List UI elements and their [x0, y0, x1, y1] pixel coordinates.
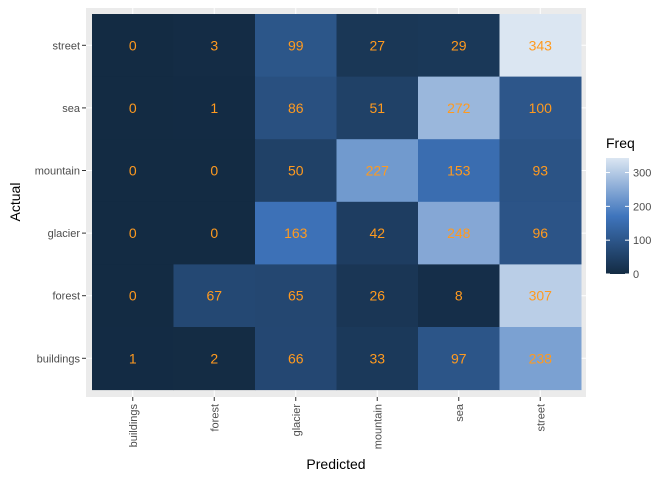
heatmap-cell-street-sea	[418, 14, 500, 78]
y-axis-title: Actual	[7, 183, 23, 222]
heatmap-cell-glacier-buildings	[92, 201, 174, 265]
heatmap-cell-glacier-sea	[418, 201, 500, 265]
cell-label-buildings-mountain: 33	[369, 350, 385, 366]
cell-label-street-buildings: 0	[129, 37, 137, 53]
cell-label-street-mountain: 27	[369, 37, 385, 53]
heatmap-cell-mountain-glacier	[255, 139, 337, 203]
cell-label-forest-sea: 8	[455, 288, 463, 304]
cell-label-sea-mountain: 51	[369, 100, 385, 116]
heatmap-cell-sea-forest	[173, 76, 256, 140]
cell-label-mountain-street: 93	[532, 163, 548, 179]
y-tick-label-glacier: glacier	[48, 228, 81, 240]
cell-label-sea-street: 100	[529, 100, 553, 116]
cell-label-mountain-glacier: 50	[288, 163, 304, 179]
cell-label-forest-forest: 67	[206, 288, 222, 304]
heatmap-cell-street-mountain	[336, 14, 419, 78]
heatmap-cell-forest-glacier	[255, 264, 337, 328]
heatmap-cell-sea-mountain	[336, 76, 419, 140]
cell-label-sea-glacier: 86	[288, 100, 304, 116]
legend-label-0: 0	[633, 269, 639, 281]
heatmap-cell-street-forest	[173, 14, 256, 78]
cell-label-street-sea: 29	[451, 37, 467, 53]
heatmap-cell-mountain-street	[499, 139, 582, 203]
cell-label-street-street: 343	[529, 37, 553, 53]
x-tick-label-street: street	[535, 404, 547, 432]
color-legend: Freq 0 100 200 300	[606, 135, 651, 281]
heatmap-cell-forest-mountain	[336, 264, 419, 328]
heatmap-cell-street-buildings	[92, 14, 174, 78]
heatmap-cell-sea-sea	[418, 76, 500, 140]
cell-label-glacier-forest: 0	[210, 225, 218, 241]
cell-label-glacier-buildings: 0	[129, 225, 137, 241]
heatmap-cell-buildings-forest	[173, 327, 256, 391]
heatmap-cell-glacier-glacier	[255, 201, 337, 265]
cell-label-buildings-street: 238	[529, 350, 553, 366]
heatmap-cell-mountain-forest	[173, 139, 256, 203]
heatmap-cell-buildings-glacier	[255, 327, 337, 391]
heatmap-cell-buildings-buildings	[92, 327, 174, 391]
heatmap-cell-forest-buildings	[92, 264, 174, 328]
y-axis: street sea mountain glacier forest buildings	[35, 40, 86, 365]
y-tick-label-mountain: mountain	[35, 166, 80, 178]
heatmap-cell-glacier-mountain	[336, 201, 419, 265]
heatmap-cell-mountain-mountain	[336, 139, 419, 203]
cell-label-buildings-forest: 2	[210, 350, 218, 366]
cell-label-glacier-street: 96	[532, 225, 548, 241]
heatmap-cell-buildings-street	[499, 327, 582, 391]
heatmap-cell-street-street	[499, 14, 582, 78]
x-axis: buildings forest glacier mountain sea street	[128, 397, 547, 449]
heatmap-cell-glacier-street	[499, 201, 582, 265]
cell-label-forest-buildings: 0	[129, 288, 137, 304]
heatmap-cell-sea-buildings	[92, 76, 174, 140]
heatmap-cell-sea-glacier	[255, 76, 337, 140]
cell-label-forest-street: 307	[529, 288, 553, 304]
cell-label-buildings-sea: 97	[451, 350, 467, 366]
heatmap-cells	[92, 14, 582, 391]
y-tick-label-forest: forest	[52, 291, 80, 303]
heatmap-cell-mountain-buildings	[92, 139, 174, 203]
cell-label-glacier-mountain: 42	[369, 225, 385, 241]
heatmap-cell-sea-street	[499, 76, 582, 140]
cell-label-sea-forest: 1	[210, 100, 218, 116]
cell-label-sea-sea: 272	[447, 100, 471, 116]
y-tick-label-buildings: buildings	[37, 353, 81, 365]
legend-label-100: 100	[633, 235, 651, 247]
y-tick-label-street: street	[52, 40, 80, 52]
legend-label-200: 200	[633, 201, 651, 213]
cell-label-mountain-buildings: 0	[129, 163, 137, 179]
cell-label-buildings-buildings: 1	[129, 350, 137, 366]
legend-colorbar	[606, 158, 629, 274]
cell-label-mountain-sea: 153	[447, 163, 471, 179]
heatmap-cell-street-glacier	[255, 14, 337, 78]
cell-label-glacier-glacier: 163	[284, 225, 308, 241]
heatmap-cell-forest-forest	[173, 264, 256, 328]
x-tick-label-buildings: buildings	[128, 404, 140, 448]
heatmap-cell-buildings-mountain	[336, 327, 419, 391]
x-tick-label-mountain: mountain	[372, 404, 384, 449]
x-tick-label-glacier: glacier	[291, 404, 303, 437]
legend-title: Freq	[606, 135, 635, 151]
heatmap-cell-mountain-sea	[418, 139, 500, 203]
cell-label-sea-buildings: 0	[129, 100, 137, 116]
cell-label-forest-glacier: 65	[288, 288, 304, 304]
legend-label-300: 300	[633, 168, 651, 180]
cell-label-street-forest: 3	[210, 37, 218, 53]
heatmap-cell-forest-sea	[418, 264, 500, 328]
x-tick-label-sea: sea	[454, 403, 466, 422]
heatmap-cell-forest-street	[499, 264, 582, 328]
cell-label-street-glacier: 99	[288, 37, 304, 53]
x-tick-label-forest: forest	[209, 404, 221, 432]
heatmap-cell-glacier-forest	[173, 201, 256, 265]
cell-label-mountain-forest: 0	[210, 163, 218, 179]
heatmap-cell-buildings-sea	[418, 327, 500, 391]
cell-label-forest-mountain: 26	[369, 288, 385, 304]
cell-label-glacier-sea: 248	[447, 225, 471, 241]
cell-label-mountain-mountain: 227	[366, 163, 390, 179]
cell-label-buildings-glacier: 66	[288, 350, 304, 366]
x-axis-title: Predicted	[306, 456, 365, 472]
y-tick-label-sea: sea	[62, 103, 81, 115]
